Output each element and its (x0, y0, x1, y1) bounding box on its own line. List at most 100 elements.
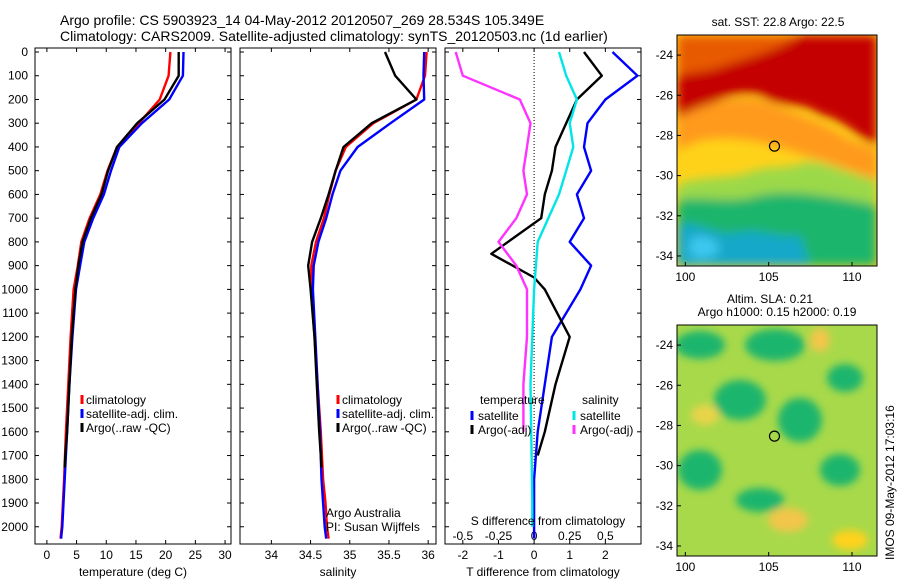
sla-map-title-1: Altim. SLA: 0.21 (726, 292, 814, 306)
lat-tick-label: -32 (656, 499, 674, 513)
depth-tick-label: 1900 (1, 496, 28, 510)
depth-tick-label: 500 (8, 164, 28, 178)
salinity-xlabel: salinity (319, 565, 357, 579)
x-tick-label: -2 (457, 548, 468, 562)
lat-tick-label: -30 (656, 169, 674, 183)
legend-label: Argo(..raw -QC) (342, 421, 427, 435)
depth-tick-label: 2000 (1, 520, 28, 534)
depth-tick-label: 1200 (1, 330, 28, 344)
x-tick-label: 36 (421, 548, 435, 562)
series-line (311, 51, 426, 539)
x-tick-label: 25 (189, 548, 203, 562)
depth-tick-label: 1800 (1, 472, 28, 486)
lat-tick-label: -24 (656, 338, 674, 352)
x-tick-label: 10 (100, 548, 114, 562)
legend-heading: temperature (480, 393, 545, 407)
legend-label: Argo(-adj) (580, 423, 633, 437)
series-line (307, 51, 418, 468)
sla-map-title-2: Argo h1000: 0.15 h2000: 0.19 (697, 305, 857, 319)
depth-tick-label: 1500 (1, 401, 28, 415)
series-line (532, 51, 639, 539)
x-tick-label: 0 (531, 548, 538, 562)
lat-tick-label: -24 (656, 48, 674, 62)
x-tick-label: 20 (159, 548, 173, 562)
lat-tick-label: -28 (656, 418, 674, 432)
legend-heading: salinity (582, 393, 619, 407)
legend-label: satellite (478, 409, 519, 423)
s-tick-label: 0.5 (597, 529, 614, 543)
series-line (529, 51, 579, 527)
depth-tick-label: 800 (8, 235, 28, 249)
lat-tick-label: -34 (656, 249, 674, 263)
x-tick-label: 2 (602, 548, 609, 562)
profile-location-marker (768, 430, 781, 442)
series-line (63, 52, 180, 468)
depth-axis: 0 100 200 300 400 500 600 700 800 900 1000 1100 1200… (1, 45, 28, 534)
x-tick-label: 0 (44, 548, 51, 562)
lat-tick-label: -30 (656, 459, 674, 473)
lat-tick-label: -32 (656, 209, 674, 223)
x-tick-label: 15 (129, 548, 143, 562)
lat-tick-label: -26 (656, 378, 674, 392)
x-tick-label: 34.5 (299, 548, 323, 562)
x-tick-label: 34 (265, 548, 279, 562)
depth-tick-label: 1400 (1, 377, 28, 391)
lat-tick-label: -26 (656, 88, 674, 102)
depth-tick-label: 600 (8, 187, 28, 201)
depth-tick-label: 400 (8, 140, 28, 154)
lat-tick-label: -34 (656, 539, 674, 553)
salinity-panel: 34 34.5 35 35.5 36 climatologysatellite-adj. … (239, 47, 437, 562)
x-tick-label: 35 (343, 548, 357, 562)
depth-tick-label: 700 (8, 211, 28, 225)
lon-tick-label: 100 (675, 270, 695, 284)
x-tick-label: 30 (218, 548, 232, 562)
s-tick-label: -0.25 (485, 529, 513, 543)
legend-label: satellite-adj. clim. (342, 407, 434, 421)
lat-tick-label: -28 (656, 128, 674, 142)
map-frame (676, 34, 878, 267)
depth-tick-label: 100 (8, 69, 28, 83)
lon-tick-label: 110 (842, 270, 861, 284)
lon-tick-label: 100 (675, 560, 695, 574)
legend-label: climatology (86, 393, 146, 407)
legend-label: Argo(..raw -QC) (86, 421, 171, 435)
depth-tick-label: 1000 (1, 282, 28, 296)
depth-tick-label: 900 (8, 259, 28, 273)
sst-map (677, 35, 877, 266)
depth-tick-label: 1300 (1, 354, 28, 368)
x-tick-label: 5 (73, 548, 80, 562)
legend-label: climatology (342, 393, 402, 407)
depth-tick-label: 200 (8, 92, 28, 106)
panel-frame (34, 47, 232, 545)
map-frame (676, 324, 878, 557)
s-tick-label: -0.5 (452, 529, 473, 543)
depth-tick-label: 300 (8, 116, 28, 130)
temperature-xlabel: temperature (deg C) (78, 565, 188, 579)
lon-tick-label: 105 (759, 270, 779, 284)
s-tick-label: 0.25 (558, 529, 582, 543)
lon-tick-label: 105 (759, 560, 779, 574)
title-line-2: Climatology: CARS2009. Satellite-adjuste… (60, 28, 608, 44)
depth-tick-label: 0 (21, 45, 28, 59)
timestamp-label: IMOS 09-May-2012 17:03:16 (883, 405, 897, 560)
x-tick-label: 35.5 (377, 548, 401, 562)
series-line (454, 51, 532, 432)
org-label: Argo Australia (326, 506, 401, 520)
title-line-1: Argo profile: CS 5903923_14 04-May-2012 … (60, 12, 545, 28)
s-difference-xlabel: S difference from climatology (470, 514, 626, 528)
panel-frame (239, 47, 437, 545)
legend-label: satellite-adj. clim. (86, 407, 178, 421)
sla-map (677, 325, 877, 556)
x-tick-label: 1 (566, 548, 573, 562)
series-line (59, 51, 185, 539)
sst-map-title: sat. SST: 22.8 Argo: 22.5 (711, 15, 845, 29)
legend-label: Argo(-adj) (478, 423, 531, 437)
t-difference-xlabel: T difference from climatology (466, 565, 620, 579)
lon-tick-label: 110 (842, 560, 861, 574)
pi-label: PI: Susan Wijffels (326, 520, 420, 534)
depth-tick-label: 1700 (1, 449, 28, 463)
